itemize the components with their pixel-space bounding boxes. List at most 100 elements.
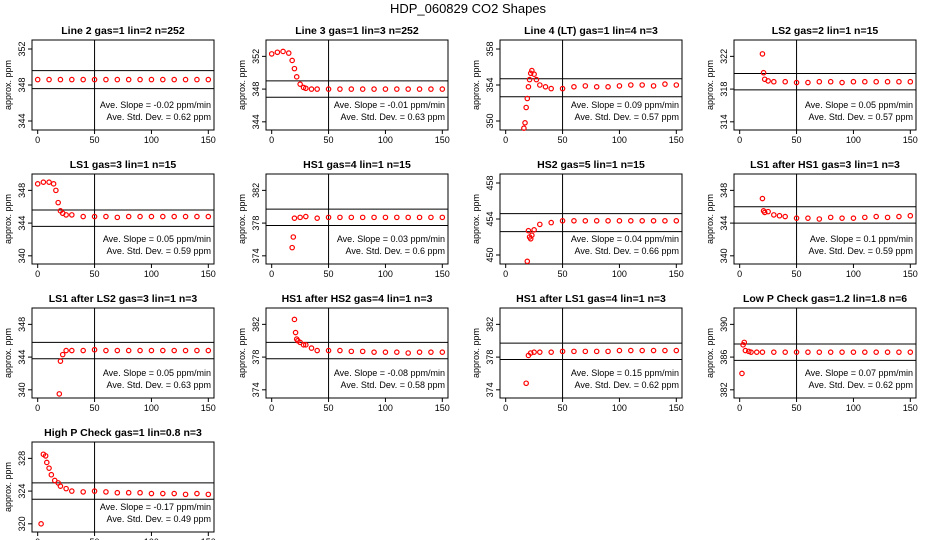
data-point [839, 215, 845, 221]
x-tick-label: 0 [35, 537, 40, 540]
x-tick-label: 0 [269, 403, 274, 413]
data-point [816, 349, 823, 355]
data-point [850, 215, 857, 221]
panel-title: HS1 gas=4 lin=1 n=15 [303, 159, 411, 171]
data-point [48, 471, 55, 478]
data-point [650, 218, 657, 224]
y-tick-label: 344 [17, 113, 27, 128]
data-point [571, 218, 577, 224]
data-point [59, 351, 66, 358]
x-tick-label: 150 [201, 537, 216, 540]
slope-annotation: Ave. Slope = 0.05 ppm/min [103, 368, 211, 378]
data-point [605, 218, 611, 224]
data-point [43, 459, 50, 466]
panel-title: Line 3 gas=1 lin=3 n=252 [295, 25, 419, 37]
data-point [34, 76, 41, 83]
data-point [548, 219, 554, 226]
slope-annotation: Ave. Slope = -0.17 ppm/min [100, 502, 211, 512]
data-point [337, 347, 343, 354]
data-point [114, 214, 121, 221]
data-point [148, 213, 155, 220]
data-point [291, 65, 298, 72]
data-point [194, 76, 200, 83]
panel-9: LS1 after LS2 gas=3 lin=1 n=3 0 50 100 150 34… [3, 293, 216, 413]
data-point [862, 349, 868, 355]
data-point [793, 79, 800, 86]
x-tick-label: 100 [846, 403, 861, 413]
data-point [816, 216, 823, 222]
data-point [628, 82, 634, 88]
data-point [103, 76, 109, 83]
y-tick-label: 344 [719, 216, 729, 231]
x-tick-label: 100 [378, 135, 393, 145]
y-tick-label: 374 [251, 382, 261, 397]
y-tick-label: 358 [485, 41, 495, 56]
std-dev-annotation: Ave. Std. Dev. = 0.62 ppm [575, 380, 679, 390]
y-tick-label: 348 [17, 183, 27, 198]
data-point [148, 490, 155, 497]
x-tick-label: 100 [612, 403, 627, 413]
panel-4: LS2 gas=2 lin=1 n=15 0 50 100 150 314 318 322 ap… [705, 25, 918, 145]
data-point [303, 85, 309, 92]
x-tick-label: 50 [90, 537, 100, 540]
data-point [765, 208, 771, 215]
panel-2: Line 3 gas=1 lin=3 n=252 0 50 100 150 344 348 3… [237, 25, 450, 145]
data-point [137, 489, 143, 496]
data-point [428, 86, 434, 92]
data-point [268, 51, 275, 57]
x-tick-label: 150 [201, 403, 216, 413]
y-tick-label: 382 [719, 382, 729, 397]
data-point [884, 349, 891, 355]
data-point [359, 214, 366, 221]
slope-annotation: Ave. Slope = 0.03 ppm/min [337, 234, 445, 244]
x-tick-label: 0 [35, 269, 40, 279]
data-point [103, 347, 109, 354]
panel-11: HS1 after LS1 gas=4 lin=1 n=3 0 50 100 150 37… [471, 293, 684, 413]
std-dev-annotation: Ave. Std. Dev. = 0.58 ppm [341, 380, 445, 390]
data-point [53, 187, 59, 194]
slope-annotation: Ave. Slope = -0.01 ppm/min [334, 100, 445, 110]
data-point [805, 79, 811, 86]
x-tick-label: 100 [144, 403, 159, 413]
data-point [171, 76, 177, 83]
data-point [325, 86, 332, 92]
x-tick-label: 0 [737, 269, 742, 279]
panel-title: LS1 gas=3 lin=1 n=15 [70, 159, 177, 171]
data-point [303, 213, 309, 220]
data-point [137, 347, 143, 354]
data-point [531, 349, 537, 355]
data-point [639, 218, 645, 224]
data-point [348, 86, 355, 92]
data-point [639, 82, 645, 88]
data-point [160, 76, 166, 83]
y-tick-label: 382 [251, 183, 261, 198]
data-point [416, 349, 423, 355]
x-tick-label: 50 [90, 403, 100, 413]
panel-1: Line 2 gas=1 lin=2 n=252 0 50 100 150 344 348 3… [3, 25, 216, 145]
data-point [205, 491, 212, 498]
y-tick-label: 374 [485, 382, 495, 397]
x-tick-label: 50 [90, 269, 100, 279]
data-point [371, 214, 377, 221]
data-point [40, 179, 47, 185]
data-point [303, 342, 309, 348]
data-point [274, 49, 281, 56]
data-point [293, 74, 300, 80]
data-point [405, 350, 411, 356]
data-point [793, 215, 800, 221]
data-point [628, 218, 634, 224]
y-axis-label: approx. ppm [237, 328, 247, 378]
data-point [523, 104, 529, 111]
data-point [394, 349, 400, 355]
panel-3: Line 4 (LT) gas=1 lin=4 n=3 0 50 100 150 350 3… [471, 25, 684, 145]
data-point [291, 316, 298, 323]
x-tick-label: 0 [269, 135, 274, 145]
data-point [759, 349, 766, 355]
data-point [776, 212, 783, 219]
data-point [523, 380, 529, 387]
data-point [616, 83, 623, 89]
data-point [605, 84, 611, 90]
data-point [524, 95, 531, 102]
data-point [194, 347, 200, 354]
